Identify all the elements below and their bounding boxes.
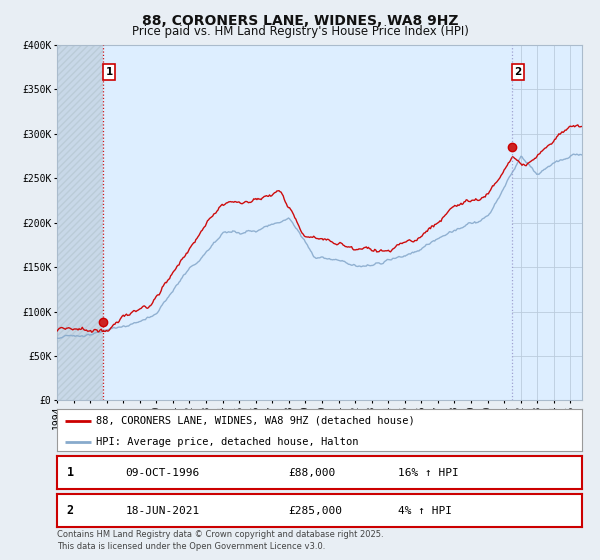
Text: £285,000: £285,000: [288, 506, 342, 516]
Text: This data is licensed under the Open Government Licence v3.0.: This data is licensed under the Open Gov…: [57, 542, 325, 551]
Text: 2: 2: [514, 67, 521, 77]
Text: 4% ↑ HPI: 4% ↑ HPI: [398, 506, 452, 516]
Text: Price paid vs. HM Land Registry's House Price Index (HPI): Price paid vs. HM Land Registry's House …: [131, 25, 469, 38]
Text: 2: 2: [67, 504, 74, 517]
Text: 09-OCT-1996: 09-OCT-1996: [125, 468, 199, 478]
Text: 1: 1: [67, 466, 74, 479]
Text: 16% ↑ HPI: 16% ↑ HPI: [398, 468, 459, 478]
Text: HPI: Average price, detached house, Halton: HPI: Average price, detached house, Halt…: [97, 437, 359, 446]
Text: 88, CORONERS LANE, WIDNES, WA8 9HZ (detached house): 88, CORONERS LANE, WIDNES, WA8 9HZ (deta…: [97, 416, 415, 426]
Text: 88, CORONERS LANE, WIDNES, WA8 9HZ: 88, CORONERS LANE, WIDNES, WA8 9HZ: [142, 14, 458, 28]
Text: Contains HM Land Registry data © Crown copyright and database right 2025.: Contains HM Land Registry data © Crown c…: [57, 530, 383, 539]
Text: £88,000: £88,000: [288, 468, 335, 478]
Text: 1: 1: [106, 67, 113, 77]
Bar: [103, 45, 512, 400]
Bar: [57, 45, 103, 400]
Text: 18-JUN-2021: 18-JUN-2021: [125, 506, 199, 516]
